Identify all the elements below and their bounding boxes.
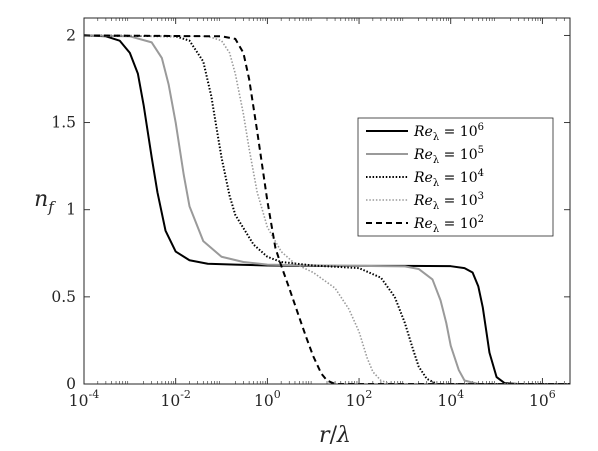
legend-label-4: Reλ = 103 [413, 191, 484, 212]
y-tick-label: 0.5 [51, 288, 76, 306]
x-tick-label: 10-4 [69, 388, 99, 410]
legend-label-sub: λ [433, 178, 440, 189]
x-axis-title-slash: / [330, 423, 338, 448]
legend-label-eq: = 10 [439, 170, 477, 186]
legend-label-3: Reλ = 104 [413, 168, 484, 189]
series-line-4 [84, 34, 570, 384]
y-tick-label: 1.5 [51, 114, 76, 132]
x-tick-label: 100 [254, 388, 281, 410]
x-tick-label-base: 10 [437, 392, 457, 410]
y-axis: 0 0.5 1 1.5 2 [51, 26, 570, 393]
x-axis-title-lambda: λ [336, 423, 351, 448]
x-tick-label-exp: -4 [89, 388, 100, 401]
x-tick-label-base: 10 [346, 392, 366, 410]
legend-label-base: Re [413, 170, 433, 186]
x-tick-label: 102 [346, 388, 373, 410]
legend-label-eq: = 10 [439, 147, 477, 163]
legend-label-eq: = 10 [439, 124, 477, 140]
legend-label-exp: 5 [478, 145, 484, 156]
legend-label-exp: 2 [478, 214, 484, 225]
x-tick-label: 104 [437, 388, 464, 410]
legend-label-exp: 3 [478, 191, 484, 202]
legend-label-base: Re [413, 193, 433, 209]
legend-label-sub: λ [433, 224, 440, 235]
x-tick-label-base: 10 [160, 392, 180, 410]
legend-label-sub: λ [433, 155, 440, 166]
legend-label-base: Re [413, 124, 433, 140]
series-layer [84, 34, 570, 384]
x-tick-label-exp: 2 [365, 388, 372, 401]
legend-label-base: Re [413, 216, 433, 232]
legend-label-1: Reλ = 106 [413, 122, 484, 143]
x-tick-label-exp: 0 [274, 388, 281, 401]
y-tick-label: 1 [66, 201, 76, 219]
x-axis-title-r: r [319, 423, 331, 448]
x-tick-label-exp: 4 [457, 388, 464, 401]
legend-label-exp: 6 [478, 122, 484, 133]
x-tick-label: 106 [529, 388, 556, 410]
legend-label-base: Re [413, 147, 433, 163]
legend-label-5: Reλ = 102 [413, 214, 484, 235]
x-tick-label-base: 10 [254, 392, 274, 410]
x-tick-label: 10-2 [160, 388, 190, 410]
legend-label-eq: = 10 [439, 216, 477, 232]
y-tick-label: 0 [66, 375, 76, 393]
legend-label-sub: λ [433, 201, 440, 212]
legend-label-2: Reλ = 105 [413, 145, 484, 166]
x-axis-title: r/λ [319, 423, 351, 448]
plot-frame [83, 17, 571, 385]
legend-label-exp: 4 [478, 168, 484, 179]
y-tick-label: 2 [66, 26, 76, 44]
x-tick-label-exp: 6 [549, 388, 556, 401]
y-axis-title-sub: f [47, 198, 56, 216]
series-line-3 [84, 34, 570, 384]
legend-label-sub: λ [433, 132, 440, 143]
series-line-5 [84, 34, 570, 384]
x-tick-label-exp: -2 [180, 388, 191, 401]
x-tick-label-base: 10 [69, 392, 89, 410]
legend-label-eq: = 10 [439, 193, 477, 209]
x-tick-label-base: 10 [529, 392, 549, 410]
y-axis-title: nf [34, 187, 56, 216]
series-line-2 [84, 34, 570, 384]
y-axis-title-n: n [34, 187, 48, 212]
x-axis: 10-4 10-2 100 102 104 106 [69, 18, 556, 410]
